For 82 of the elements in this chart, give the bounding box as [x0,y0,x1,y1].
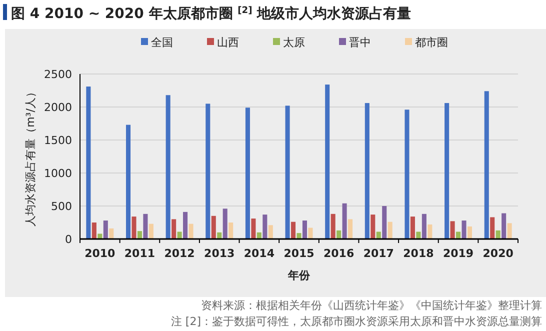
x-tick-label: 2012 [164,247,195,260]
bar [206,104,210,239]
bar [490,217,495,239]
bar [126,124,131,239]
x-tick-label: 2020 [482,247,514,260]
x-tick-label: 2016 [324,247,354,260]
bar [404,110,410,239]
legend-label: 全国 [151,36,173,49]
bar [467,226,472,239]
y-tick-label: 1000 [44,167,72,180]
x-tick-label: 2010 [84,247,116,260]
bar [251,218,256,239]
bar [177,232,182,239]
bar [336,230,342,239]
bar [109,228,114,239]
bar [148,224,154,239]
bar [428,224,432,239]
chart-title: 图 4 2010 ~ 2020 年太原都市圈 $^{[2]}$ 地级市人均水资源占有量 [11,5,412,22]
x-tick-label: 2018 [403,247,434,260]
legend-label: 太原 [283,36,305,49]
y-tick-label: 2000 [44,101,72,114]
text: 注 [2]：鉴于数据可得性，太原都市圈水资源采用太原和晋中水资源总量测算 [170,315,542,328]
bar [502,213,506,239]
x-tick-label: 2014 [244,247,275,260]
x-tick-label: 2017 [363,247,394,260]
bar [262,214,268,239]
bar [285,106,290,239]
bar [132,216,136,239]
bar [444,103,450,239]
bar [256,232,262,239]
y-tick-label: 2500 [44,68,72,81]
bar [416,232,421,239]
bar [410,216,415,239]
text: 资料来源：根据相关年份《山西统计年鉴》《中国统计年鉴》整理计算 [201,299,542,312]
bar [228,222,234,239]
bar [143,214,148,239]
bar [137,231,142,239]
y-axis-title: 人均水资源占有量（m³/人） [24,86,37,226]
bar [507,223,512,239]
legend-label: 都市圈 [415,36,448,49]
x-tick-label: 2019 [442,247,474,260]
bar [376,232,381,239]
bar [348,219,353,239]
bar [86,86,91,239]
bar [103,220,108,239]
legend-label: 晋中 [349,36,371,49]
bar [302,220,307,239]
bar [183,212,188,239]
x-axis-title: 年份 [287,269,311,282]
bar [456,232,461,239]
bar [291,222,296,239]
bar [496,230,500,239]
bar [370,214,376,239]
x-tick-label: 2011 [124,247,156,260]
y-tick-label: 0 [65,233,72,246]
x-tick-label: 2013 [204,247,235,260]
bar [211,216,216,239]
bar [296,233,302,239]
bar [188,224,194,239]
bar [382,206,387,239]
bar [330,214,336,239]
bar [166,95,170,239]
legend-label: 山西 [217,36,239,49]
y-tick-label: 500 [51,200,72,213]
bar [422,214,426,239]
bar [172,219,176,239]
bar [268,225,273,239]
bar [245,108,250,239]
bar [308,228,313,239]
bar [222,208,228,239]
bar [450,221,455,239]
bar [98,234,102,239]
bar [92,222,96,239]
x-tick-label: 2015 [284,247,314,260]
bar [388,222,392,239]
bar [484,91,489,239]
bar [325,84,330,239]
y-tick-label: 1500 [44,134,72,147]
bar [342,203,347,239]
bar [462,220,466,239]
bar [217,232,222,239]
bar [364,103,370,239]
